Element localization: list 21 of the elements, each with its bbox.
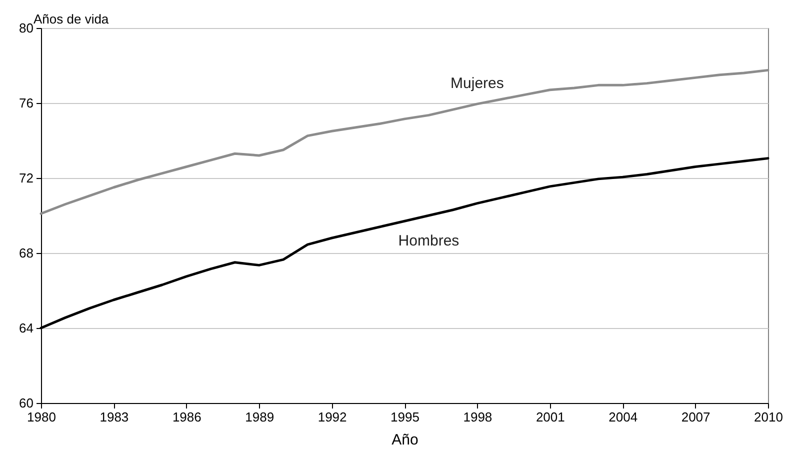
x-tick-label: 2010: [754, 410, 783, 424]
x-tick-label: 1992: [318, 410, 347, 424]
y-tick-label: 76: [19, 96, 34, 110]
x-tick-label: 2004: [608, 410, 638, 424]
y-tick-label: 60: [19, 396, 34, 410]
x-tick-label: 1995: [390, 410, 420, 424]
series-label: Mujeres: [450, 74, 504, 92]
x-axis-title: Año: [392, 432, 418, 448]
y-tick-label: 80: [19, 20, 34, 36]
x-tick-label: 1989: [245, 410, 274, 424]
x-tick-label: 1998: [463, 410, 492, 424]
y-tick-label: 64: [19, 320, 34, 336]
series-label: Hombres: [398, 232, 460, 250]
x-tick-label: 2007: [681, 410, 710, 424]
x-tick-label: 1986: [172, 410, 202, 424]
y-axis-title: Años de vida: [34, 12, 110, 26]
x-tick-label: 2001: [536, 410, 565, 424]
y-tick-label: 68: [19, 246, 34, 260]
x-tick-label: 1983: [100, 410, 129, 424]
y-tick-label: 72: [19, 170, 34, 186]
x-tick-label: 1980: [27, 410, 56, 424]
